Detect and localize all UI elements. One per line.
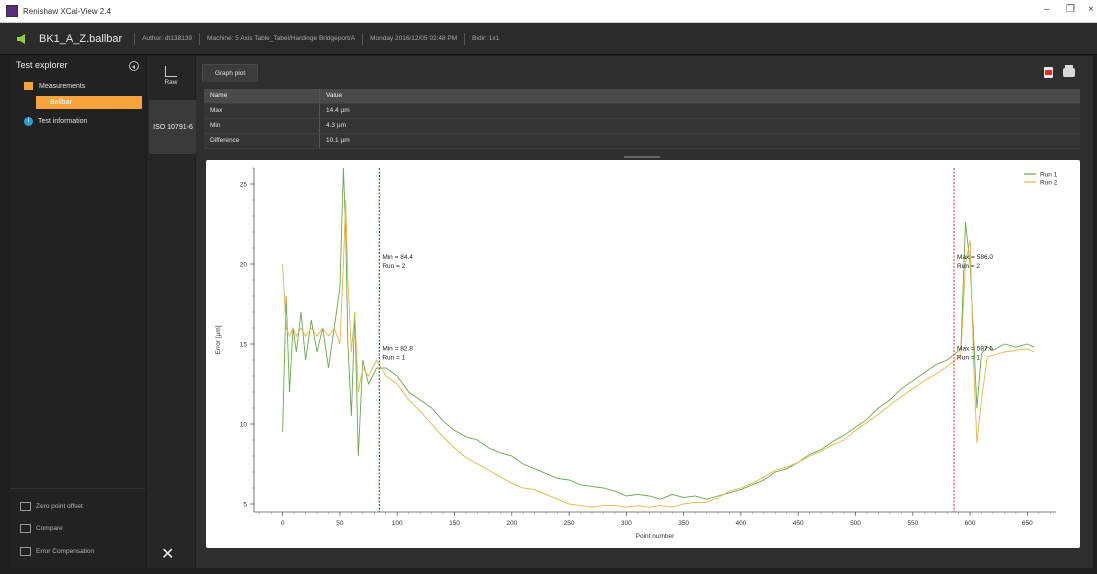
- app-logo-icon: [6, 5, 18, 17]
- x-tick-label: 650: [1022, 520, 1033, 527]
- table-header-row: Name Value: [204, 89, 1080, 104]
- y-tick-label: 15: [240, 342, 248, 349]
- series-line-run-2: [282, 199, 1035, 508]
- compare-button[interactable]: Compare: [20, 524, 63, 533]
- x-tick-label: 0: [281, 520, 285, 527]
- pdf-export-icon[interactable]: [1044, 67, 1053, 78]
- x-tick-label: 350: [678, 520, 689, 527]
- date-info: Monday 2016/12/05 02:48 PM: [370, 35, 458, 42]
- header-divider: [199, 32, 201, 45]
- max-marker-run2-label: Run = 2: [957, 263, 980, 270]
- collapse-panel-button[interactable]: [129, 61, 139, 71]
- compare-icon: [20, 524, 31, 533]
- x-tick-label: 600: [965, 520, 976, 527]
- summary-table: Name Value Max 14.4 µm Min 4.3 µm Differ…: [204, 89, 1080, 149]
- machine-info: Machine: 5 Axis Table_Tabel/Hardinge Bri…: [207, 35, 356, 42]
- series-line-run-1: [282, 167, 1035, 500]
- splitter-handle[interactable]: [624, 156, 660, 158]
- x-tick-label: 200: [506, 520, 517, 527]
- column-header-value: Value: [326, 92, 343, 99]
- zero-point-offset-label: Zero point offset: [36, 503, 83, 510]
- header-divider: [464, 32, 466, 45]
- x-tick-label: 450: [793, 520, 804, 527]
- restore-button[interactable]: ❐: [1066, 4, 1075, 15]
- info-icon: i: [24, 117, 33, 126]
- row-value: 4.3 µm: [326, 122, 347, 129]
- min-marker-run2-label: Run = 2: [382, 263, 405, 270]
- tree-item-test-information[interactable]: i Test information: [24, 117, 87, 126]
- tree-item-ballbar[interactable]: Ballbar: [36, 96, 142, 109]
- zero-offset-icon: [20, 502, 31, 511]
- print-icon[interactable]: [1063, 65, 1075, 77]
- y-tick-label: 5: [243, 502, 247, 509]
- x-tick-label: 300: [621, 520, 632, 527]
- error-chart: 0 50 100 150 200 250 300 350 400 450 500 550 600 650 5…: [215, 167, 1058, 540]
- y-axis-label: Error [µm]: [215, 325, 222, 354]
- legend-label-run-2: Run 2: [1040, 180, 1058, 187]
- file-header: BK1_A_Z.ballbar Author: dt138139 Machine…: [0, 23, 1097, 55]
- y-tick-label: 20: [240, 262, 248, 269]
- x-tick-label: 150: [449, 520, 460, 527]
- mode-info: Bidir: 1x1: [472, 35, 500, 42]
- row-value: 14.4 µm: [326, 107, 350, 114]
- tools-icon[interactable]: ✕: [161, 544, 175, 563]
- legend-label-run-1: Run 1: [1040, 172, 1058, 179]
- column-header-name: Name: [204, 89, 320, 103]
- close-button[interactable]: ×: [1088, 4, 1094, 15]
- error-compensation-button[interactable]: Error Compensation: [20, 547, 94, 556]
- zero-point-offset-button[interactable]: Zero point offset: [20, 502, 83, 511]
- panel-divider: [10, 488, 145, 489]
- test-information-label: Test information: [38, 118, 88, 125]
- table-row: Difference 10.1 µm: [204, 134, 1080, 149]
- raw-view-label: Raw: [164, 79, 178, 86]
- min-marker-label-run2: Min = 84.4: [382, 254, 413, 261]
- x-tick-label: 250: [564, 520, 575, 527]
- ballbar-label: Ballbar: [50, 99, 72, 106]
- table-row: Min 4.3 µm: [204, 119, 1080, 134]
- header-divider: [362, 32, 364, 45]
- max-marker-run1-label: Run = 1: [957, 354, 980, 361]
- test-explorer-panel: Test explorer Measurements Ballbar i Tes…: [10, 56, 145, 568]
- header-divider: [134, 32, 136, 45]
- window-titlebar: Renishaw XCal-View 2.4 – ❐ ×: [0, 0, 1097, 23]
- row-name: Min: [204, 119, 320, 133]
- minimize-button[interactable]: –: [1044, 4, 1050, 15]
- main-content: Graph plot Name Value Max 14.4 µm Min 4.…: [196, 56, 1093, 568]
- x-tick-label: 400: [735, 520, 746, 527]
- graph-plot-area: 0 50 100 150 200 250 300 350 400 450 500 550 600 650 5…: [206, 160, 1080, 548]
- x-tick-label: 50: [336, 520, 344, 527]
- measurements-label: Measurements: [39, 82, 86, 90]
- raw-chart-icon: [165, 66, 177, 77]
- iso-view-button[interactable]: ISO 10791-6: [149, 100, 197, 154]
- error-compensation-icon: [20, 547, 31, 556]
- x-tick-label: 550: [907, 520, 918, 527]
- tab-graph-plot[interactable]: Graph plot: [202, 64, 258, 82]
- min-marker-run1-label: Run = 1: [382, 354, 405, 361]
- view-selector-column: Raw ISO 10791-6 ✕: [147, 56, 197, 568]
- max-marker-label-run1: Max = 587.6: [957, 345, 993, 352]
- tree-item-measurements[interactable]: Measurements: [24, 82, 85, 90]
- error-compensation-label: Error Compensation: [36, 548, 95, 555]
- y-tick-label: 25: [240, 182, 248, 189]
- file-title: BK1_A_Z.ballbar: [39, 32, 123, 45]
- compare-label: Compare: [36, 525, 63, 532]
- x-axis-label: Point number: [636, 533, 675, 540]
- y-tick-label: 10: [240, 422, 248, 429]
- window-title: Renishaw XCal-View 2.4: [23, 6, 111, 16]
- test-explorer-title: Test explorer: [16, 60, 68, 70]
- row-value: 10.1 µm: [326, 137, 350, 144]
- min-marker-label-run1: Min = 82.8: [382, 345, 413, 352]
- iso-view-label: ISO 10791-6: [153, 123, 193, 131]
- author-info: Author: dt138139: [142, 35, 193, 42]
- back-arrow-icon[interactable]: [17, 33, 25, 44]
- table-row: Max 14.4 µm: [204, 104, 1080, 119]
- max-marker-label-run2: Max = 586.0: [957, 254, 993, 261]
- raw-view-button[interactable]: Raw: [147, 62, 195, 96]
- row-name: Max: [204, 104, 320, 118]
- measurements-icon: [24, 82, 33, 90]
- x-tick-label: 500: [850, 520, 861, 527]
- x-tick-label: 100: [392, 520, 403, 527]
- row-name: Difference: [204, 134, 320, 148]
